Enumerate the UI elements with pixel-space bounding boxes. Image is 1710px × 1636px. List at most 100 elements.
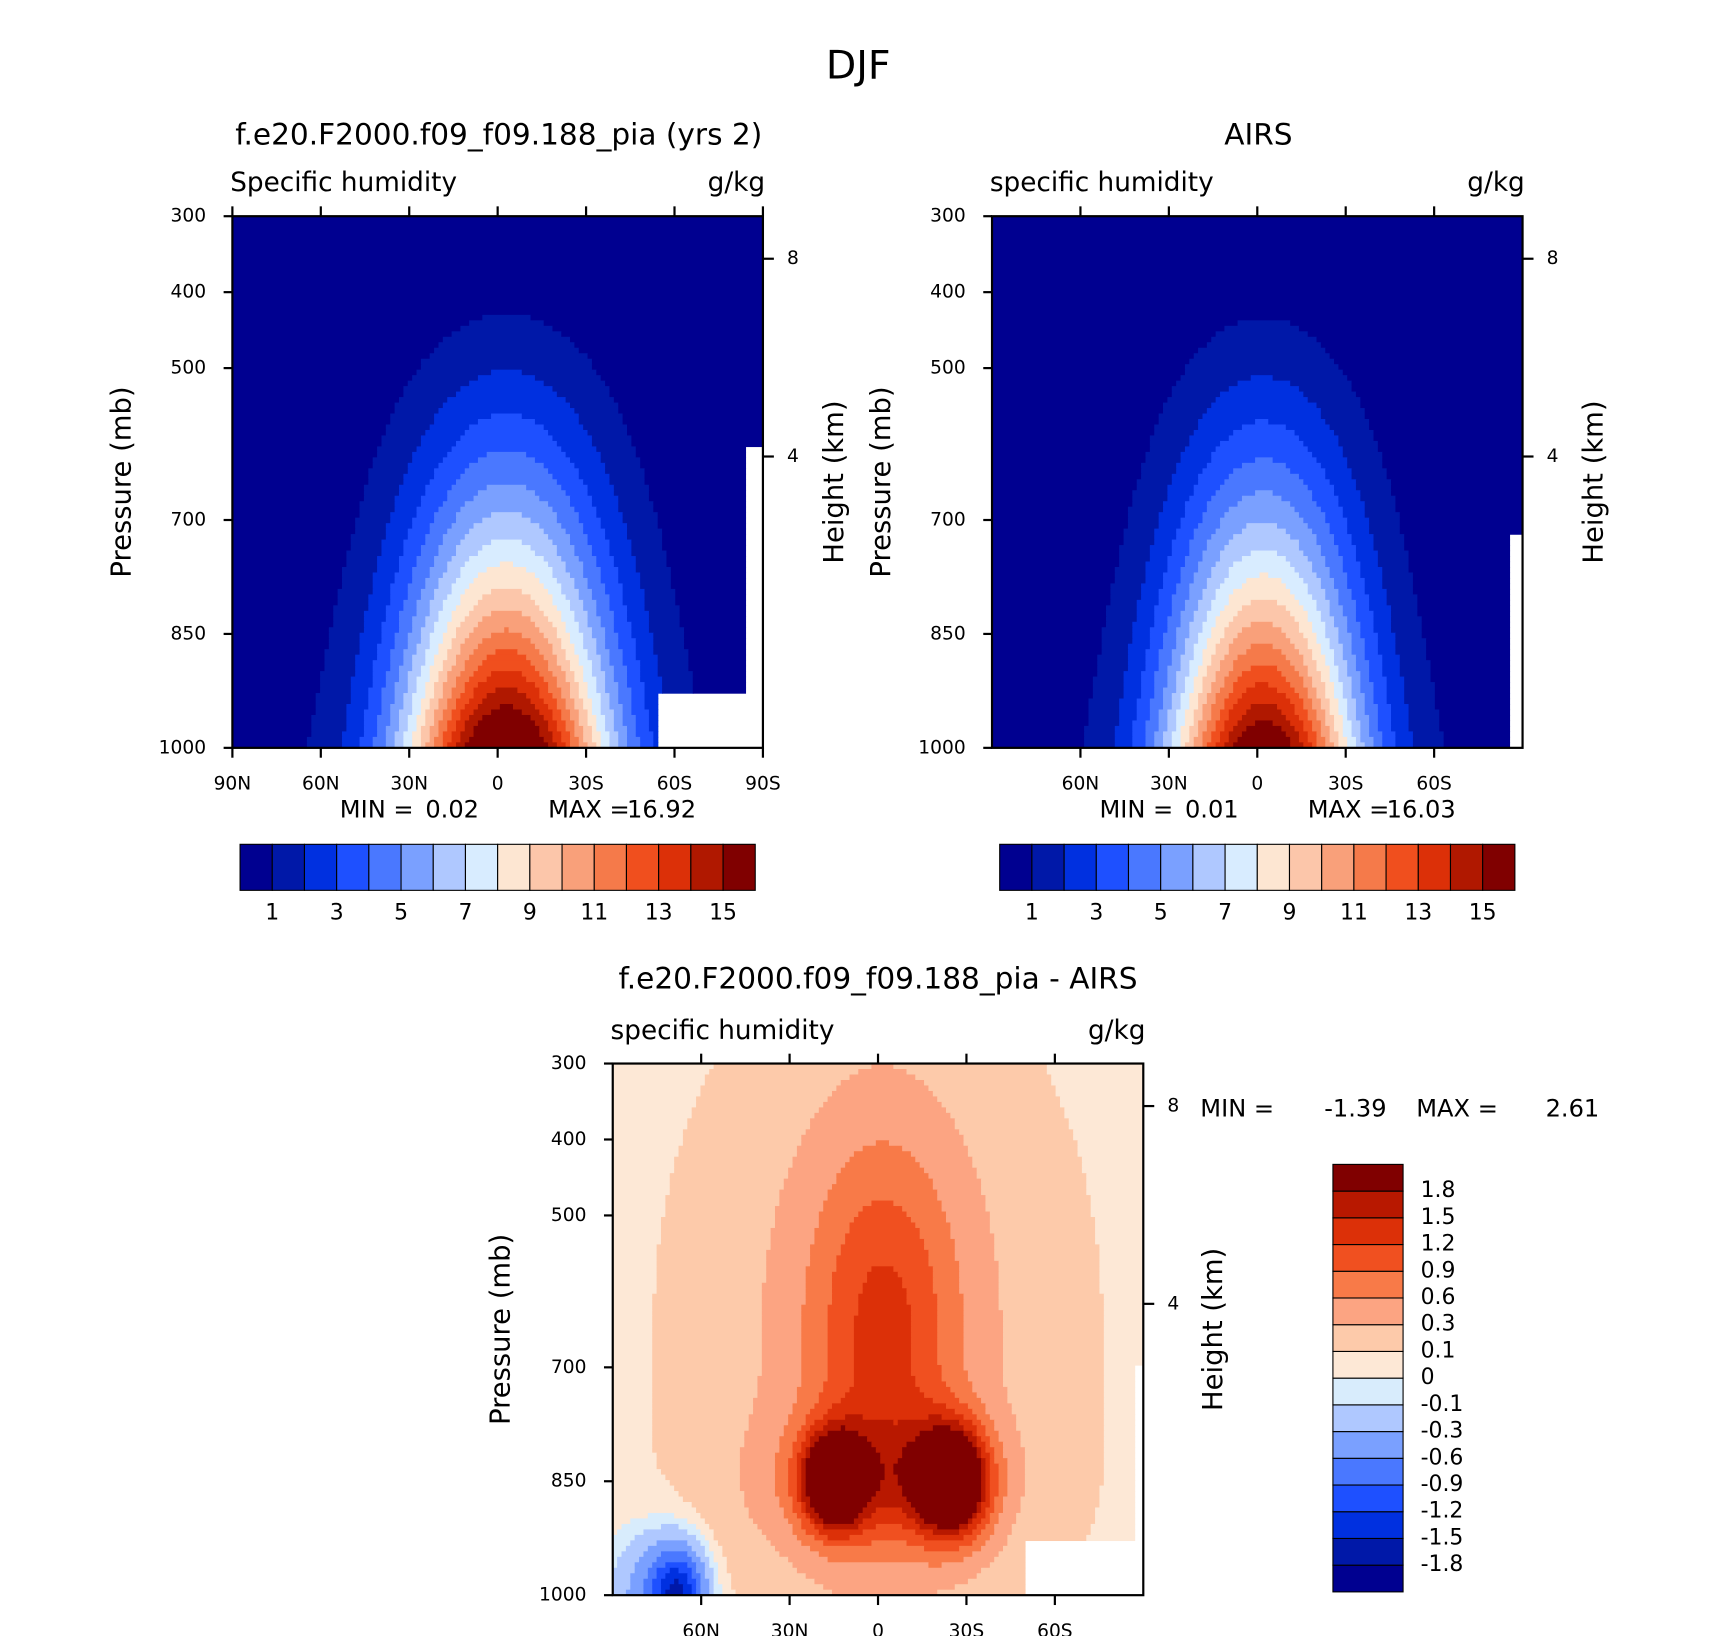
contour-fill: [1189, 358, 1335, 365]
contour-fill: [1114, 577, 1147, 585]
contour-fill: [627, 610, 650, 617]
contour-fill: [412, 709, 422, 716]
contour-fill: [954, 1408, 973, 1415]
contour-fill: [232, 682, 321, 689]
contour-fill: [627, 725, 637, 733]
contour-fill: [1224, 479, 1304, 486]
contour-fill: [596, 506, 619, 513]
contour-fill: [1007, 1386, 1105, 1394]
y2-axis-label: Height (km): [819, 400, 850, 563]
contour-fill: [1298, 649, 1313, 656]
contour-fill: [910, 1348, 938, 1355]
contour-fill: [774, 1491, 789, 1498]
contour-fill: [372, 462, 409, 469]
contour-fill: [992, 599, 1112, 607]
contour-fill: [591, 440, 633, 448]
contour-fill: [368, 704, 383, 711]
contour-fill: [442, 682, 457, 689]
contour-fill: [521, 512, 558, 519]
contour-fill: [945, 1217, 991, 1224]
contour-fill: [447, 725, 457, 733]
contour-fill: [757, 1375, 802, 1383]
contour-fill: [363, 490, 400, 497]
contour-fill: [945, 1381, 973, 1388]
contour-fill: [657, 654, 690, 661]
contour-fill: [1360, 676, 1370, 683]
contour-fill: [1391, 610, 1418, 617]
contour-fill: [1386, 594, 1418, 601]
contour-fill: [612, 1063, 715, 1070]
contour-fill: [853, 1343, 912, 1350]
contour-fill: [992, 243, 1524, 250]
contour-fill: [1373, 687, 1388, 694]
contour-fill: [1167, 495, 1190, 502]
contour-fill: [1228, 473, 1300, 480]
contour-fill: [1123, 671, 1142, 678]
contour-fill: [438, 506, 462, 513]
contour-fill: [425, 693, 435, 700]
contour-fill: [992, 594, 1112, 601]
contour-fill: [972, 1518, 982, 1525]
contour-fill: [963, 1364, 1004, 1372]
contour-fill: [1241, 583, 1287, 590]
contour-fill: [981, 1447, 987, 1454]
contour-fill: [232, 292, 764, 300]
contour-fill: [915, 1507, 978, 1514]
contour-fill: [818, 1392, 846, 1399]
contour-fill: [416, 649, 426, 656]
contour-fill: [635, 451, 747, 459]
contour-fill: [613, 720, 624, 727]
contour-fill: [425, 660, 435, 667]
contour-fill: [992, 649, 1103, 656]
contour-fill: [605, 528, 628, 535]
contour-fill: [1434, 704, 1511, 711]
contour-fill: [587, 714, 597, 722]
contour-fill: [1290, 610, 1309, 617]
contour-fill: [700, 1589, 710, 1596]
contour-fill: [915, 1156, 973, 1163]
contour-fill: [1002, 1343, 1105, 1350]
contour-fill: [1294, 643, 1309, 650]
contour-fill: [814, 1441, 873, 1448]
contour-fill: [613, 671, 628, 678]
contour-fill: [407, 720, 418, 727]
contour-fill: [652, 1364, 763, 1372]
contour-fill: [232, 588, 339, 596]
contour-fill: [1377, 725, 1392, 733]
contour-fill: [1391, 621, 1423, 628]
contour-fill: [1024, 1452, 1105, 1459]
contour-fill: [1421, 616, 1511, 623]
contour-fill: [1233, 588, 1291, 596]
contour-fill: [1320, 720, 1326, 727]
contour-fill: [1163, 693, 1173, 700]
contour-fill: [385, 742, 396, 749]
contour-fill: [1184, 687, 1195, 694]
contour-fill: [578, 473, 611, 480]
contour-fill: [1193, 490, 1217, 497]
contour-fill: [232, 594, 339, 601]
contour-fill: [1176, 725, 1182, 733]
contour-fill: [1103, 1463, 1136, 1470]
contour-fill: [976, 1173, 1087, 1180]
contour-fill: [320, 676, 352, 683]
contour-fill: [434, 709, 444, 716]
contour-fill: [919, 1430, 965, 1437]
contour-fill: [1246, 577, 1283, 585]
contour-fill: [1167, 490, 1195, 497]
contour-fill: [897, 1458, 982, 1465]
contour-fill: [906, 1211, 947, 1218]
contour-fill: [805, 1299, 833, 1306]
contour-fill: [757, 1386, 798, 1394]
contour-fill: [355, 665, 374, 672]
contour-fill: [591, 736, 602, 744]
contour-fill: [1176, 534, 1195, 541]
contour-fill: [998, 1436, 1022, 1443]
contour-fill: [937, 1321, 965, 1328]
contour-fill: [482, 594, 532, 601]
contour-fill: [660, 1578, 675, 1585]
contour-fill: [630, 1540, 658, 1547]
contour-fill: [1002, 1370, 1105, 1377]
contour-fill: [1176, 682, 1186, 689]
contour-fill: [823, 1386, 851, 1394]
contour-fill: [1237, 320, 1291, 327]
